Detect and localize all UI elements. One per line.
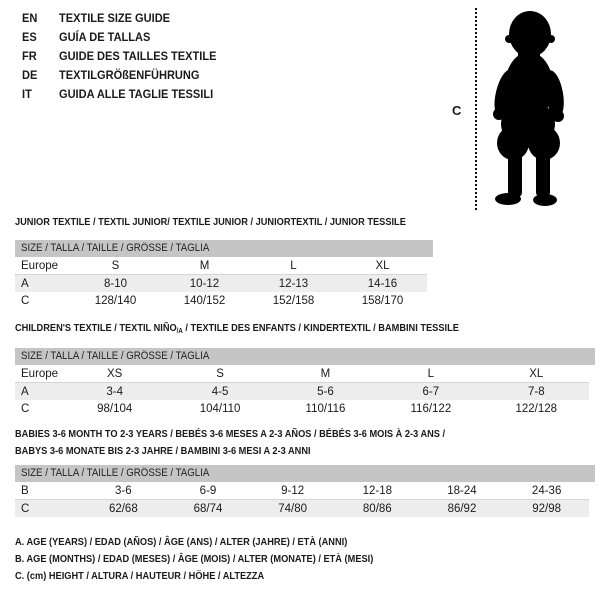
size-table-children: SIZE / TALLA / TAILLE / GRÖSSE / TAGLIA … bbox=[15, 348, 595, 417]
guide-title-fr: GUIDE DES TAILLES TEXTILE bbox=[59, 48, 217, 63]
language-code: EN bbox=[22, 10, 38, 25]
table-cell: 122/128 bbox=[515, 402, 558, 415]
guide-title-it: GUIDA ALLE TAGLIE TESSILI bbox=[59, 87, 214, 102]
row-label-cell: Europe bbox=[15, 257, 71, 275]
table-cell: 7-8 bbox=[527, 385, 545, 398]
legend: A. AGE (YEARS) / EDAD (AÑOS) / ÂGE (ANS)… bbox=[15, 534, 422, 586]
junior-table: Europe S M L XL A 8-10 10-12 12-13 14-16… bbox=[15, 257, 427, 309]
table-cell: 140/152 bbox=[183, 294, 226, 307]
language-code: DE bbox=[22, 68, 38, 83]
language-row-fr: FR GUIDE DES TAILLES TEXTILE bbox=[22, 46, 230, 65]
column-header-cell: S bbox=[167, 365, 273, 383]
height-dotted-line bbox=[475, 8, 477, 210]
row-label-cell: C bbox=[21, 502, 30, 515]
children-table: Europe XS S M L XL A 3-4 4-5 5-6 6-7 7-8… bbox=[15, 365, 589, 417]
section-title-children-post: / TEXTILE DES ENFANTS / KINDERTEXTIL / B… bbox=[182, 322, 459, 334]
table-cell: 80/86 bbox=[362, 502, 392, 515]
table-cell: 12-13 bbox=[278, 277, 309, 290]
table-row: C 128/140 140/152 152/158 158/170 bbox=[15, 292, 427, 309]
table-cell: 68/74 bbox=[193, 502, 223, 515]
table-cell: 10-12 bbox=[189, 277, 220, 290]
height-label: C bbox=[452, 103, 462, 118]
guide-title-en: TEXTILE SIZE GUIDE bbox=[59, 10, 171, 25]
table-row: A 8-10 10-12 12-13 14-16 bbox=[15, 274, 427, 292]
row-label-cell: A bbox=[21, 277, 29, 290]
table-cell: 6-9 bbox=[165, 482, 251, 500]
table-cell: 152/158 bbox=[272, 294, 315, 307]
table-cell: 5-6 bbox=[317, 385, 334, 398]
row-label-cell: Europe bbox=[15, 365, 62, 383]
size-header-label: SIZE / TALLA / TAILLE / GRÖSSE / TAGLIA bbox=[21, 467, 210, 479]
language-list: EN TEXTILE SIZE GUIDE ES GUÍA DE TALLAS … bbox=[22, 8, 230, 104]
table-row: B 3-6 6-9 9-12 12-18 18-24 24-36 bbox=[15, 482, 589, 500]
table-cell: 3-4 bbox=[106, 385, 123, 398]
table-row: C 62/68 68/74 74/80 80/86 86/92 92/98 bbox=[15, 499, 589, 517]
table-cell: 9-12 bbox=[250, 482, 335, 500]
table-cell: 86/92 bbox=[447, 502, 477, 515]
column-header-cell: XL bbox=[483, 365, 589, 383]
table-row: A 3-4 4-5 5-6 6-7 7-8 bbox=[15, 382, 589, 400]
size-header-bar: SIZE / TALLA / TAILLE / GRÖSSE / TAGLIA bbox=[15, 240, 433, 257]
baby-silhouette-icon bbox=[493, 11, 564, 206]
language-row-en: EN TEXTILE SIZE GUIDE bbox=[22, 8, 230, 27]
language-code: ES bbox=[22, 29, 37, 44]
table-cell: 128/140 bbox=[94, 294, 137, 307]
section-title-children: CHILDREN'S TEXTILE / TEXTIL NIÑO/A / TEX… bbox=[15, 322, 459, 335]
size-header-label: SIZE / TALLA / TAILLE / GRÖSSE / TAGLIA bbox=[21, 350, 210, 362]
size-header-bar: SIZE / TALLA / TAILLE / GRÖSSE / TAGLIA bbox=[15, 348, 595, 365]
section-title-babies: BABIES 3-6 MONTH TO 2-3 YEARS / BEBÉS 3-… bbox=[15, 426, 445, 459]
table-cell: 6-7 bbox=[422, 385, 440, 398]
table-cell: 62/68 bbox=[108, 502, 138, 515]
table-row: C 98/104 104/110 110/116 116/122 122/128 bbox=[15, 400, 589, 417]
legend-line-c: C. (cm) HEIGHT / ALTURA / HAUTEUR / HÖHE… bbox=[15, 570, 265, 583]
size-table-babies: SIZE / TALLA / TAILLE / GRÖSSE / TAGLIA … bbox=[15, 465, 595, 517]
table-cell: 98/104 bbox=[97, 402, 133, 415]
column-header-cell: M bbox=[272, 365, 379, 383]
column-header-cell: XL bbox=[338, 257, 427, 275]
babies-table: B 3-6 6-9 9-12 12-18 18-24 24-36 C 62/68… bbox=[15, 482, 589, 517]
row-label-cell: C bbox=[21, 402, 30, 415]
section-title-children-pre: CHILDREN'S TEXTILE / TEXTIL NIÑO bbox=[15, 322, 177, 334]
table-row: Europe S M L XL bbox=[15, 257, 427, 275]
table-cell: 74/80 bbox=[278, 502, 308, 515]
legend-line-b: B. AGE (MONTHS) / EDAD (MESES) / ÂGE (MO… bbox=[15, 553, 374, 566]
table-cell: 158/170 bbox=[361, 294, 404, 307]
column-header-cell: L bbox=[249, 257, 338, 275]
table-cell: 24-36 bbox=[504, 482, 589, 500]
column-header-cell: XS bbox=[62, 365, 168, 383]
size-header-label: SIZE / TALLA / TAILLE / GRÖSSE / TAGLIA bbox=[21, 242, 210, 254]
size-header-bar: SIZE / TALLA / TAILLE / GRÖSSE / TAGLIA bbox=[15, 465, 595, 482]
table-row: Europe XS S M L XL bbox=[15, 365, 589, 383]
table-cell: 3-6 bbox=[81, 482, 166, 500]
table-cell: 104/110 bbox=[199, 402, 241, 415]
column-header-cell: S bbox=[71, 257, 160, 275]
column-header-cell: M bbox=[160, 257, 249, 275]
language-code: FR bbox=[22, 48, 37, 63]
section-title-children-sub: /A bbox=[176, 328, 183, 335]
table-cell: 8-10 bbox=[103, 277, 128, 290]
row-label-cell: C bbox=[21, 294, 30, 307]
column-header-cell: L bbox=[378, 365, 484, 383]
table-cell: 18-24 bbox=[419, 482, 505, 500]
language-row-es: ES GUÍA DE TALLAS bbox=[22, 27, 230, 46]
row-label-cell: B bbox=[15, 482, 81, 500]
section-title-babies-line1: BABIES 3-6 MONTH TO 2-3 YEARS / BEBÉS 3-… bbox=[15, 428, 446, 440]
table-cell: 116/122 bbox=[410, 402, 452, 415]
table-cell: 92/98 bbox=[532, 502, 562, 515]
table-cell: 12-18 bbox=[334, 482, 420, 500]
guide-title-de: TEXTILGRÖßENFÜHRUNG bbox=[59, 68, 200, 83]
table-cell: 110/116 bbox=[305, 402, 346, 415]
table-cell: 4-5 bbox=[211, 385, 229, 398]
language-row-de: DE TEXTILGRÖßENFÜHRUNG bbox=[22, 66, 230, 85]
guide-title-es: GUÍA DE TALLAS bbox=[59, 29, 151, 44]
row-label-cell: A bbox=[21, 385, 29, 398]
section-title-babies-line2: BABYS 3-6 MONATE BIS 2-3 JAHRE / BAMBINI… bbox=[15, 444, 311, 457]
section-title-junior: JUNIOR TEXTILE / TEXTIL JUNIOR/ TEXTILE … bbox=[15, 216, 406, 228]
legend-line-a: A. AGE (YEARS) / EDAD (AÑOS) / ÂGE (ANS)… bbox=[15, 536, 348, 548]
language-code: IT bbox=[22, 87, 32, 102]
language-row-it: IT GUIDA ALLE TAGLIE TESSILI bbox=[22, 85, 230, 104]
table-cell: 14-16 bbox=[367, 277, 398, 290]
size-table-junior: SIZE / TALLA / TAILLE / GRÖSSE / TAGLIA … bbox=[15, 240, 433, 309]
